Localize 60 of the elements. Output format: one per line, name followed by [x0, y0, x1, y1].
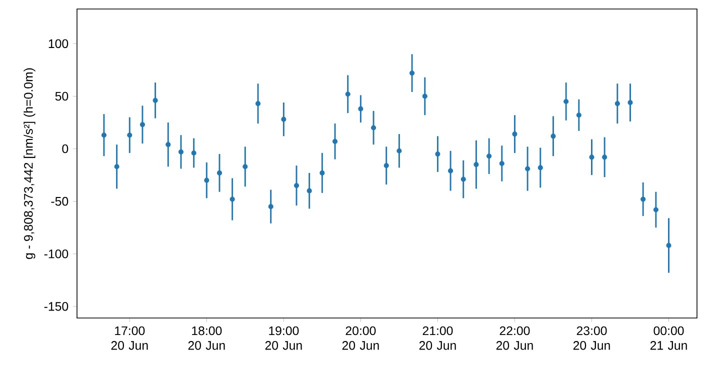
point — [640, 196, 646, 202]
x-tick-label: 19:00 20 Jun — [265, 326, 302, 350]
x-tick-label: 23:00 20 Jun — [573, 326, 610, 350]
y-tick-label: 50 — [55, 92, 68, 101]
point — [512, 132, 518, 137]
point — [474, 162, 479, 168]
point — [435, 151, 440, 157]
point — [422, 94, 428, 99]
point — [666, 242, 672, 248]
point — [589, 154, 594, 160]
point — [499, 160, 504, 166]
point — [332, 138, 338, 144]
x-tick-label: 17:00 20 Jun — [111, 326, 148, 350]
point — [268, 204, 274, 210]
point — [564, 98, 569, 104]
y-tick-label: -100 — [44, 249, 68, 258]
x-tick-label: 21:00 20 Jun — [419, 326, 456, 350]
point — [216, 170, 222, 176]
x-tick-label: 00:00 21 Jun — [650, 326, 687, 350]
point — [358, 106, 364, 112]
y-tick-label: -50 — [51, 196, 68, 206]
point — [345, 92, 350, 97]
point — [460, 176, 466, 182]
point — [230, 196, 235, 202]
point — [127, 132, 132, 138]
point — [242, 164, 248, 170]
point — [396, 148, 402, 154]
y-tick-label: 100 — [48, 39, 68, 48]
point — [306, 188, 312, 194]
y-axis-title: g - 9,808,373,442 [nm/s²] (h=0.0m) — [24, 68, 36, 259]
point — [140, 122, 146, 128]
point — [550, 134, 556, 139]
point — [204, 178, 210, 183]
point — [576, 112, 582, 118]
x-tick-label: 18:00 20 Jun — [188, 326, 225, 350]
point — [152, 98, 158, 103]
point — [384, 163, 389, 168]
point — [178, 149, 184, 154]
point — [320, 170, 325, 176]
y-tick-label: 0 — [62, 144, 68, 154]
point — [653, 207, 658, 212]
point — [191, 150, 196, 156]
point — [370, 125, 376, 130]
point — [281, 116, 286, 122]
point — [114, 164, 120, 170]
point — [101, 132, 107, 138]
point — [538, 165, 543, 170]
point — [614, 101, 620, 106]
point — [628, 100, 633, 106]
x-tick-label: 20:00 20 Jun — [342, 326, 379, 350]
point — [525, 166, 530, 172]
point — [602, 154, 608, 160]
point — [409, 70, 415, 76]
point — [448, 168, 454, 174]
point — [255, 101, 261, 106]
point — [166, 142, 171, 148]
x-tick-label: 22:00 20 Jun — [496, 326, 533, 350]
point — [294, 183, 300, 188]
y-tick-label: -150 — [44, 302, 68, 311]
point — [486, 154, 492, 159]
